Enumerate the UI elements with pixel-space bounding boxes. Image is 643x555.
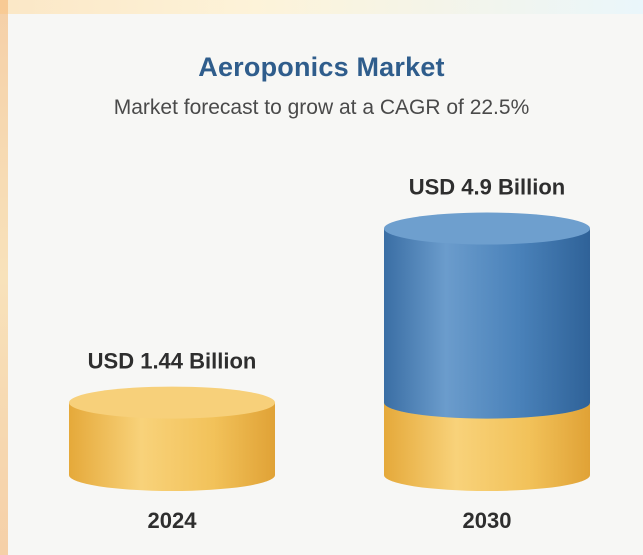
category-label-2024: 2024 bbox=[148, 508, 198, 533]
chart-subtitle: Market forecast to grow at a CAGR of 22.… bbox=[113, 96, 530, 119]
bars-layer bbox=[69, 212, 590, 491]
background-left-stripe bbox=[0, 0, 8, 555]
labels-layer: USD 1.44 Billion 2024 USD 4.9 Billion 2030 bbox=[88, 175, 566, 533]
category-label-2030: 2030 bbox=[463, 508, 512, 533]
bar-2024 bbox=[69, 386, 275, 491]
value-label-2024: USD 1.44 Billion bbox=[88, 349, 257, 374]
value-label-2030: USD 4.9 Billion bbox=[409, 175, 565, 200]
bar-2030 bbox=[384, 212, 590, 419]
background-top-stripe bbox=[0, 0, 643, 14]
chart-title: Aeroponics Market bbox=[198, 52, 445, 82]
